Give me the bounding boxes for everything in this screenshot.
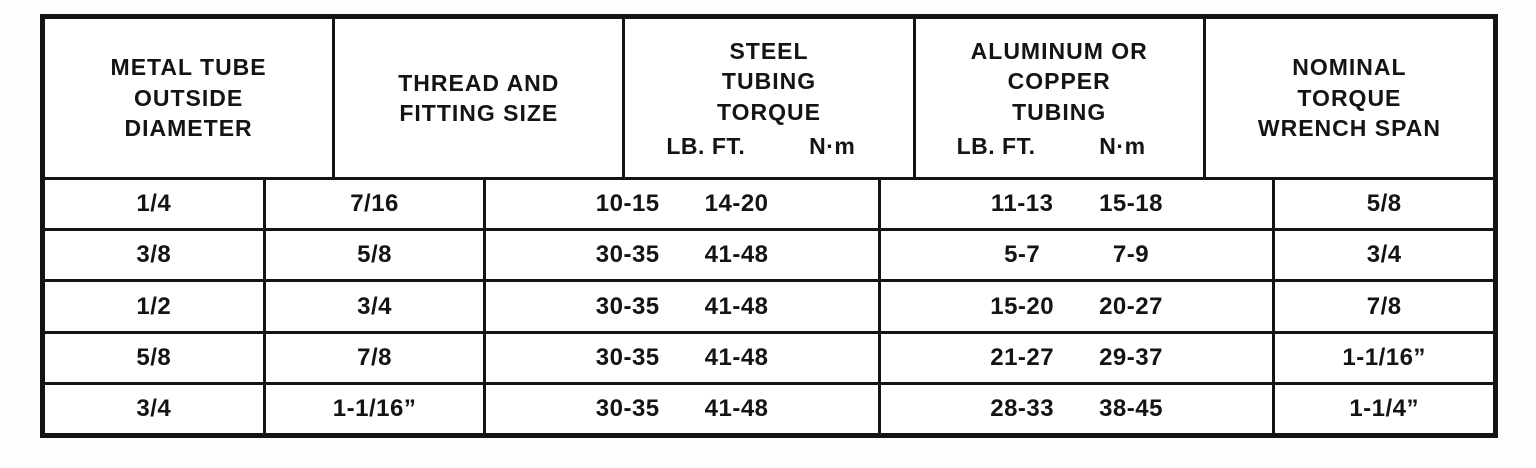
unit-nm: N·m <box>1099 133 1146 160</box>
cell-steel-nm: 41-48 <box>704 343 769 371</box>
cell-steel-nm: 41-48 <box>704 241 769 269</box>
cell-steel-lb-ft: 30-35 <box>595 241 660 269</box>
unit-lb-ft: LB. FT. <box>956 133 1036 160</box>
cell-alum-lb-ft: 21-27 <box>990 343 1055 371</box>
table-header-row: METAL TUBE OUTSIDE DIAMETER THREAD AND F… <box>45 19 1493 177</box>
header-title: NOMINAL TORQUE WRENCH SPAN <box>1257 54 1441 142</box>
cell-metal-tube-od: 3/4 <box>136 394 172 422</box>
header-title: ALUMINUM OR COPPER TUBING <box>970 37 1148 125</box>
cell-steel-torque: 30-35 41-48 <box>483 231 877 280</box>
cell-alum-copper-torque: 28-33 38-45 <box>877 384 1272 434</box>
cell-wrench-span: 3/4 <box>1272 231 1493 280</box>
cell-metal-tube-od: 1/4 <box>136 190 172 218</box>
header-title: METAL TUBE OUTSIDE DIAMETER <box>110 54 267 142</box>
cell-steel-nm: 14-20 <box>704 190 769 218</box>
cell-steel-lb-ft: 30-35 <box>595 343 660 371</box>
cell-steel-torque: 30-35 41-48 <box>483 333 877 382</box>
cell-alum-lb-ft: 5-7 <box>1004 241 1041 269</box>
cell-alum-copper-torque: 21-27 29-37 <box>877 333 1272 382</box>
cell-thread-fitting-size: 7/8 <box>262 333 484 382</box>
cell-alum-nm: 15-18 <box>1099 190 1163 218</box>
torque-table: METAL TUBE OUTSIDE DIAMETER THREAD AND F… <box>40 14 1498 438</box>
cell-wrench-span: 5/8 <box>1272 180 1493 229</box>
unit-nm: N·m <box>809 133 856 160</box>
unit-lb-ft: LB. FT. <box>666 133 746 160</box>
table-row: 3/4 1-1/16” 30-35 41-48 28-33 38-45 1-1/… <box>45 381 1493 434</box>
cell-alum-nm: 20-27 <box>1099 292 1163 320</box>
cell-alum-lb-ft: 11-13 <box>990 190 1054 218</box>
cell-alum-copper-torque: 11-13 15-18 <box>877 180 1272 229</box>
cell-metal-tube-od: 1/2 <box>136 292 172 320</box>
cell-thread-fitting-size: 1-1/16” <box>262 384 484 434</box>
table-row: 3/8 5/8 30-35 41-48 5-7 7-9 3/4 <box>45 228 1493 280</box>
cell-steel-lb-ft: 30-35 <box>595 292 660 320</box>
cell-wrench-span: 1-1/16” <box>1272 333 1493 382</box>
header-title: THREAD AND FITTING SIZE <box>398 69 560 126</box>
header-metal-tube-od: METAL TUBE OUTSIDE DIAMETER <box>45 19 332 177</box>
cell-wrench-span: 1-1/4” <box>1272 384 1493 434</box>
header-nominal-torque-wrench-span: NOMINAL TORQUE WRENCH SPAN <box>1202 19 1493 177</box>
table-row: 1/2 3/4 30-35 41-48 15-20 20-27 7/8 <box>45 279 1493 331</box>
cell-alum-lb-ft: 28-33 <box>990 394 1055 422</box>
cell-steel-torque: 10-15 14-20 <box>483 180 877 229</box>
table-row: 1/4 7/16 10-15 14-20 11-13 15-18 5/8 <box>45 177 1493 229</box>
header-title: STEEL TUBING TORQUE <box>717 37 821 125</box>
header-aluminum-copper-tubing: ALUMINUM OR COPPER TUBING LB. FT. N·m <box>912 19 1203 177</box>
cell-steel-nm: 41-48 <box>704 292 769 320</box>
header-steel-tubing-torque: STEEL TUBING TORQUE LB. FT. N·m <box>622 19 912 177</box>
cell-alum-copper-torque: 5-7 7-9 <box>877 231 1272 280</box>
cell-thread-fitting-size: 7/16 <box>262 180 484 229</box>
cell-metal-tube-od: 3/8 <box>136 241 172 269</box>
cell-steel-torque: 30-35 41-48 <box>483 384 877 434</box>
cell-alum-copper-torque: 15-20 20-27 <box>877 282 1272 331</box>
cell-steel-torque: 30-35 41-48 <box>483 282 877 331</box>
table-row: 5/8 7/8 30-35 41-48 21-27 29-37 1-1/16” <box>45 330 1493 382</box>
cell-steel-lb-ft: 30-35 <box>595 394 660 422</box>
header-thread-fitting-size: THREAD AND FITTING SIZE <box>332 19 622 177</box>
cell-thread-fitting-size: 3/4 <box>262 282 484 331</box>
header-units-row: LB. FT. N·m <box>625 133 912 160</box>
cell-wrench-span: 7/8 <box>1272 282 1493 331</box>
cell-alum-nm: 29-37 <box>1099 343 1163 371</box>
cell-thread-fitting-size: 5/8 <box>262 231 484 280</box>
cell-steel-nm: 41-48 <box>704 394 769 422</box>
cell-alum-nm: 38-45 <box>1099 394 1163 422</box>
cell-steel-lb-ft: 10-15 <box>595 190 660 218</box>
cell-alum-nm: 7-9 <box>1112 241 1150 269</box>
cell-alum-lb-ft: 15-20 <box>990 292 1055 320</box>
cell-metal-tube-od: 5/8 <box>136 343 172 371</box>
header-units-row: LB. FT. N·m <box>916 133 1203 160</box>
